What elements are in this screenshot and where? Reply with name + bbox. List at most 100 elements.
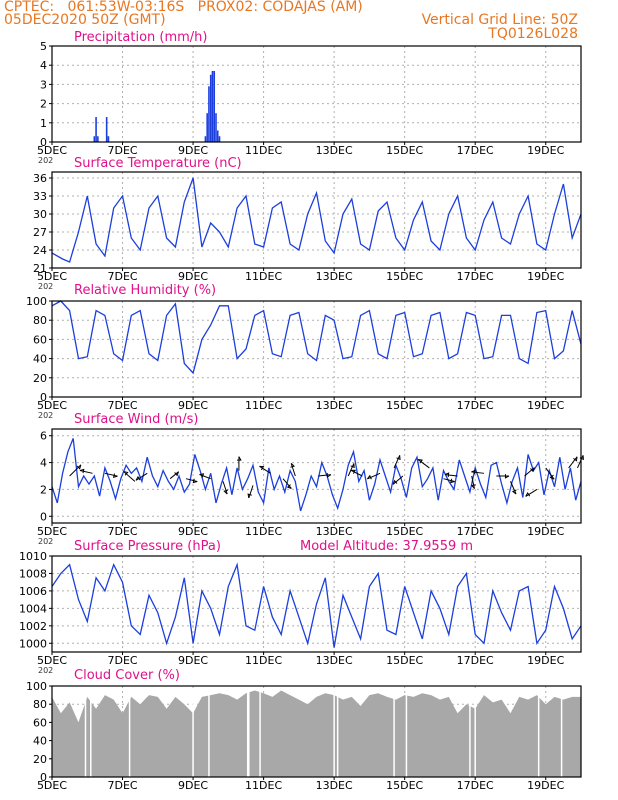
x-tick-label: 9DEC (178, 144, 208, 157)
wind-arrow (444, 474, 458, 477)
precip-bar (105, 117, 108, 142)
x-tick-label: 9DEC (178, 270, 208, 283)
x-tick-label: 13DEC (316, 654, 353, 667)
wind-arrow-head (76, 464, 82, 470)
precip-bar (95, 117, 97, 142)
y-tick-label: 6 (40, 430, 47, 443)
wind-arrow-head (223, 489, 229, 495)
wind-arrow-head (247, 493, 252, 499)
wind-arrow (185, 478, 198, 482)
x-tick-label: 7DEC (107, 525, 137, 538)
y-tick-label: 40 (33, 735, 47, 748)
wind-arrow-head (530, 467, 535, 473)
panel-frame (51, 685, 582, 778)
x-tick-label: 13DEC (316, 399, 353, 412)
panel-title: Surface Pressure (hPa) (74, 539, 221, 554)
x-tick-label: 15DEC (386, 144, 423, 157)
precip-bar (204, 136, 207, 142)
panel-title: Surface Temperature (nC) (74, 156, 242, 171)
x-tick-label: 5DEC (37, 654, 67, 667)
y-tick-label: 1 (40, 117, 47, 130)
precip-bar (206, 113, 208, 142)
panel-title: Cloud Cover (%) (74, 668, 180, 683)
x-year-stub: 202 (38, 156, 53, 165)
wind-arrow-head (112, 473, 118, 478)
x-year-stub: 202 (38, 537, 53, 546)
wind-arrow (367, 472, 381, 480)
wind-arrow-head (471, 469, 476, 475)
wind-arrow-head (326, 473, 332, 478)
wind-arrow-head (549, 474, 555, 480)
precip-bar (211, 70, 214, 142)
wind-arrow (392, 475, 404, 485)
wind-arrow-head (174, 471, 180, 477)
x-tick-label: 11DEC (245, 270, 282, 283)
y-tick-label: 20 (33, 372, 47, 385)
x-tick-label: 5DEC (37, 270, 67, 283)
wind-arrow (69, 464, 82, 477)
wind-arrow-head (396, 455, 401, 461)
x-tick-label: 13DEC (316, 144, 353, 157)
panel-title: Relative Humidity (%) (74, 283, 216, 298)
y-tick-label: 21 (33, 262, 47, 275)
wind-arrow (282, 478, 292, 489)
wind-arrow-head (199, 473, 205, 478)
panel-title: Surface Wind (m/s) (74, 412, 198, 427)
wind-arrow (104, 472, 118, 477)
x-tick-label: 5DEC (37, 399, 67, 412)
y-tick-label: 60 (33, 716, 47, 729)
precip-bar (93, 136, 96, 142)
precip-bar (209, 74, 212, 142)
series-line-2 (51, 177, 582, 263)
precip-bar (107, 136, 110, 142)
x-tick-label: 11DEC (245, 144, 282, 157)
x-tick-label: 5DEC (37, 144, 67, 157)
x-tick-label: 15DEC (386, 399, 423, 412)
wind-arrow (248, 485, 254, 499)
wind-arrow-head (286, 484, 292, 489)
y-tick-label: 4 (40, 59, 47, 72)
wind-arrow (79, 470, 93, 474)
y-tick-label: 2 (40, 98, 47, 111)
x-tick-label: 15DEC (386, 779, 423, 792)
x-tick-label: 11DEC (245, 654, 282, 667)
y-tick-label: 5 (40, 40, 47, 53)
wind-arrow-head (123, 471, 129, 476)
precip-bar (218, 136, 221, 142)
wind-arrow-head (470, 484, 476, 489)
series-line-5 (51, 562, 582, 648)
x-tick-label: 15DEC (386, 525, 423, 538)
wind-arrow (135, 472, 148, 481)
x-tick-label: 17DEC (457, 654, 494, 667)
y-tick-label: 1010 (19, 550, 47, 563)
y-tick-label: 2 (40, 483, 47, 496)
x-tick-label: 17DEC (457, 144, 494, 157)
wind-arrow (318, 474, 331, 477)
y-tick-label: 0 (40, 510, 47, 523)
y-tick-label: 40 (33, 353, 47, 366)
wind-arrow (545, 467, 555, 480)
y-tick-label: 27 (33, 226, 47, 239)
wind-arrow-head (236, 456, 242, 461)
header-model-code: TQ0126L028 (488, 26, 578, 42)
wind-arrow (393, 455, 401, 469)
x-tick-label: 19DEC (527, 144, 564, 157)
wind-arrow-head (351, 469, 356, 474)
y-tick-label: 3 (40, 78, 47, 91)
wind-arrow-head (444, 472, 450, 477)
wind-arrow (510, 481, 517, 495)
panel-frame (51, 300, 582, 398)
y-tick-label: 36 (33, 172, 47, 185)
panel-frame (51, 428, 582, 524)
wind-arrow (524, 467, 535, 477)
wind-arrow (471, 475, 475, 489)
wind-arrow (169, 471, 179, 480)
precip-bar (216, 130, 219, 142)
y-tick-label: 1006 (19, 585, 47, 598)
x-tick-label: 19DEC (527, 525, 564, 538)
x-tick-label: 13DEC (316, 525, 353, 538)
wind-arrow-head (79, 468, 85, 474)
precip-bar (215, 113, 217, 142)
y-tick-label: 80 (33, 314, 47, 327)
